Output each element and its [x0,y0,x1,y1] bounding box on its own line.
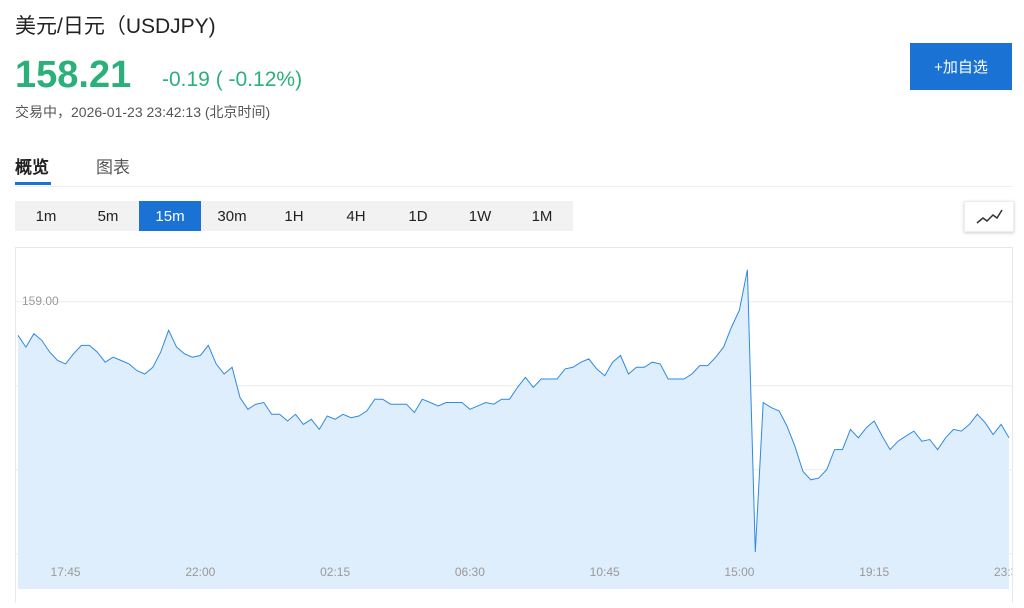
interval-button[interactable]: 1D [408,207,428,225]
x-tick-label: 22:00 [185,565,215,579]
chart: 157.50158.00158.50159.0017:4522:0002:150… [16,269,1024,589]
interval-button[interactable]: 1H [284,207,304,225]
x-tick-label: 17:45 [51,565,81,579]
interval-button[interactable]: 15m [139,201,201,231]
pair-title: 美元/日元（USDJPY) [15,15,216,38]
tab[interactable]: 图表 [96,158,130,177]
x-tick-label: 10:45 [590,565,620,579]
trade-status: 交易中，2026-01-23 23:42:13 (北京时间) [15,104,271,120]
x-tick-label: 06:30 [455,565,485,579]
interval-button[interactable]: 1W [468,207,492,225]
interval-button[interactable]: 1m [35,207,57,225]
divider [15,186,1013,187]
interval-button[interactable]: 1M [531,207,553,225]
tab[interactable]: 概览 [15,158,49,177]
interval-button[interactable]: 5m [97,207,119,225]
x-tick-label: 15:00 [724,565,754,579]
area [18,269,1009,589]
interval-bar: 1m 5m 15m 30m 1H 4H 1D 1W 1M [15,201,573,231]
x-tick-label: 23:30 [994,565,1012,579]
price: 158.21 [15,54,132,96]
line [17,269,1010,553]
add-watchlist-button[interactable]: +加自选 [910,43,1012,90]
interval-button[interactable]: 4H [346,207,366,225]
chart-type-button[interactable] [964,201,1014,232]
price-change: -0.19 ( -0.12%) [162,68,303,91]
y-tick-label: 159.00 [22,294,59,308]
chart-icon [976,209,1003,224]
x-tick-label: 19:15 [859,565,889,579]
interval-button[interactable]: 30m [217,207,247,225]
chart-container: 157.50158.00158.50159.0017:4522:0002:150… [15,247,1024,603]
x-tick-label: 02:15 [320,565,350,579]
tab-underline [15,182,51,185]
